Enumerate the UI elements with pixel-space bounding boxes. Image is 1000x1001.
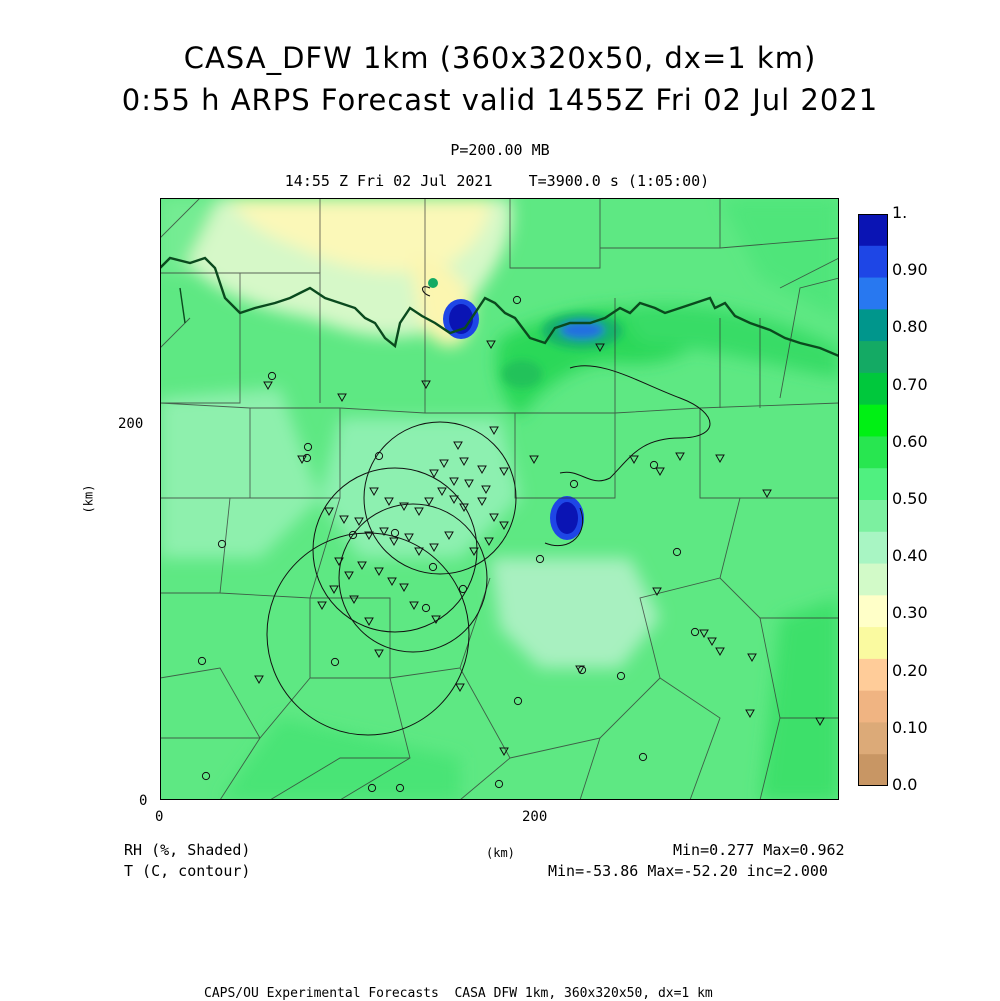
colorbar-swatch: [858, 372, 888, 406]
colorbar-label: 0.70: [892, 374, 928, 394]
title-line-1: CASA_DFW 1km (360x320x50, dx=1 km): [183, 41, 817, 75]
footer-credit: CAPS/OU Experimental Forecasts CASA DFW …: [204, 986, 713, 1001]
colorbar-swatch: [858, 309, 888, 342]
colorbar-swatch: [858, 722, 888, 755]
title-line-2: 0:55 h ARPS Forecast valid 1455Z Fri 02 …: [121, 83, 879, 117]
rh-map: [160, 198, 839, 800]
shaded-stats: Min=0.277 Max=0.962: [673, 841, 845, 859]
contour-variable-label: T (C, contour): [124, 862, 251, 880]
colorbar-swatch: [858, 627, 888, 660]
colorbar-swatch: [858, 500, 888, 533]
colorbar-label: 0.60: [892, 431, 928, 451]
x-axis-label: (km): [486, 846, 515, 860]
colorbar-swatch: [858, 754, 888, 786]
colorbar-swatch: [858, 595, 888, 628]
colorbar: [858, 214, 888, 786]
colorbar-label: 0.20: [892, 660, 928, 680]
x-tick-0: 0: [155, 809, 164, 825]
colorbar-label: 0.10: [892, 717, 928, 737]
colorbar-swatch: [858, 245, 888, 279]
colorbar-swatch: [858, 436, 888, 469]
state-boundary: [160, 256, 839, 358]
colorbar-swatch: [858, 563, 888, 596]
colorbar-swatch: [858, 658, 888, 692]
colorbar-swatch: [858, 404, 888, 437]
colorbar-label: 0.90: [892, 260, 928, 280]
colorbar-swatch: [858, 341, 888, 374]
y-tick-0: 0: [139, 793, 148, 809]
colorbar-label: 0.40: [892, 546, 928, 566]
station-markers: [254, 340, 825, 757]
contour-stats: Min=-53.86 Max=-52.20 inc=2.000: [548, 862, 828, 880]
colorbar-swatch: [858, 214, 888, 247]
x-tick-200: 200: [522, 809, 548, 825]
colorbar-swatch: [858, 690, 888, 723]
colorbar-swatch: [858, 277, 888, 310]
y-tick-200: 200: [118, 416, 144, 432]
shaded-variable-label: RH (%, Shaded): [124, 841, 251, 859]
colorbar-label: 1.: [892, 203, 908, 222]
colorbar-label: 0.80: [892, 317, 928, 337]
colorbar-label: 0.0: [892, 775, 918, 794]
valid-time: 14:55 Z Fri 02 Jul 2021 T=3900.0 s (1:05…: [284, 172, 710, 190]
y-axis-label: (km): [81, 484, 96, 514]
colorbar-swatch: [858, 468, 888, 501]
pressure-level: P=200.00 MB: [450, 141, 550, 159]
colorbar-label: 0.30: [892, 603, 928, 623]
colorbar-label: 0.50: [892, 489, 928, 508]
colorbar-swatch: [858, 531, 888, 565]
